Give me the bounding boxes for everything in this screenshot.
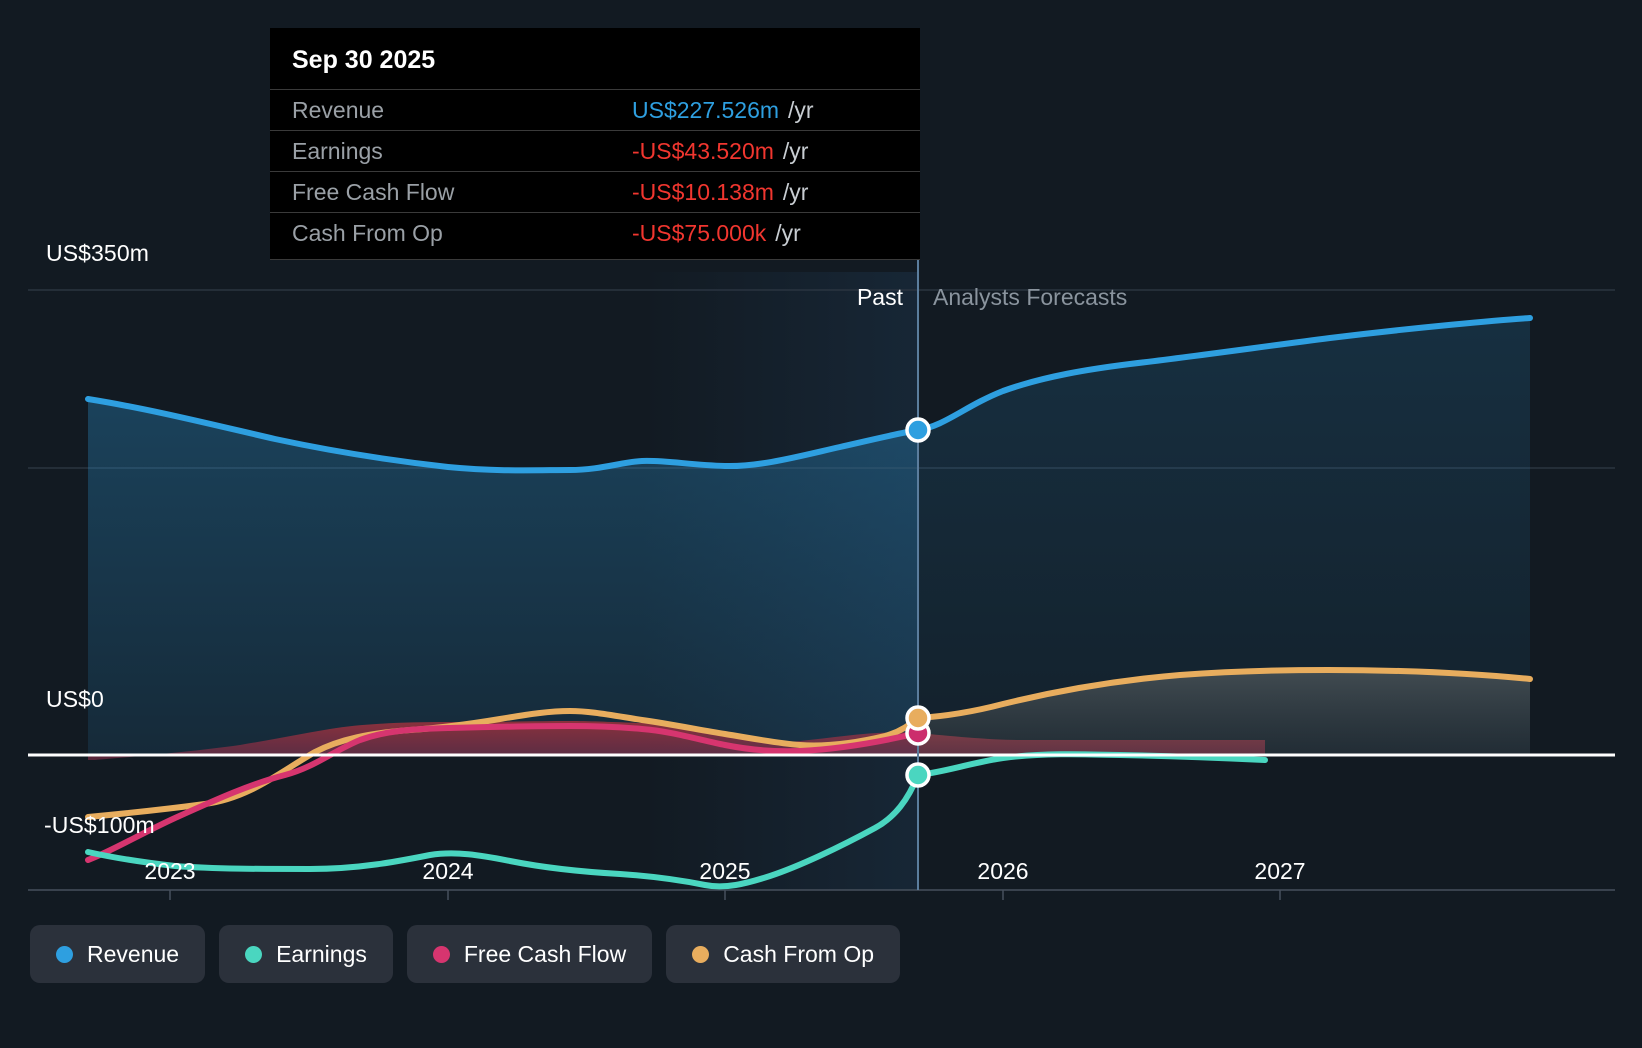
x-axis-ticks (169, 890, 1281, 900)
x-axis-label-2024: 2024 (422, 858, 474, 884)
freecashflow-line (85, 723, 921, 863)
tooltip-row-cash-from-op: Cash From Op -US$75.000k /yr (270, 212, 920, 253)
chart-legend: Revenue Earnings Free Cash Flow Cash Fro… (30, 925, 901, 983)
legend-label-free-cash-flow: Free Cash Flow (463, 940, 627, 967)
past-band-label: Past (856, 284, 903, 310)
y-axis-label-zero: US$0 (46, 686, 104, 712)
legend-item-revenue[interactable]: Revenue (30, 925, 206, 983)
forecast-band-label: Analysts Forecasts (933, 284, 1128, 310)
tooltip-label-earnings: Earnings (292, 137, 383, 164)
tooltip-unit-cash-from-op: /yr (775, 219, 801, 246)
legend-dot-cash-from-op (692, 945, 710, 963)
y-axis-label-top: US$350m (46, 240, 149, 266)
tooltip-label-cash-from-op: Cash From Op (292, 219, 443, 246)
revenue-area-past (88, 399, 918, 755)
legend-label-earnings: Earnings (276, 940, 367, 967)
revenue-area-forecast (918, 318, 1530, 755)
tooltip-title: Sep 30 2025 (292, 46, 436, 74)
tooltip-row-free-cash-flow: Free Cash Flow -US$10.138m /yr (270, 171, 920, 212)
tooltip-value-earnings: -US$43.520m (632, 137, 774, 164)
tooltip-footer-divider (270, 259, 920, 260)
legend-label-cash-from-op: Cash From Op (723, 940, 875, 967)
tooltip-row-earnings: Earnings -US$43.520m /yr (270, 130, 920, 171)
x-axis-label-2027: 2027 (1254, 858, 1306, 884)
x-axis-label-2025: 2025 (699, 858, 751, 884)
revenue-marker (905, 417, 931, 443)
legend-item-earnings[interactable]: Earnings (219, 925, 393, 983)
legend-dot-free-cash-flow (432, 945, 450, 963)
tooltip-value-cash-from-op: -US$75.000k (632, 219, 767, 246)
legend-dot-revenue (56, 945, 73, 963)
legend-dot-earnings (245, 945, 263, 963)
tooltip-value-revenue: US$227.526m (632, 96, 780, 123)
legend-label-revenue: Revenue (87, 940, 180, 967)
tooltip-row-revenue: Revenue US$227.526m /yr (270, 89, 920, 130)
cashfromop-marker (905, 705, 931, 731)
y-axis-label-bottom: -US$100m (44, 812, 155, 838)
earnings-line-past (85, 772, 921, 890)
legend-item-cash-from-op[interactable]: Cash From Op (666, 925, 901, 983)
tooltip-unit-free-cash-flow: /yr (782, 178, 809, 205)
data-tooltip: Sep 30 2025 Revenue US$227.526m /yr Earn… (270, 28, 920, 260)
x-axis-label-2026: 2026 (977, 858, 1029, 884)
legend-item-free-cash-flow[interactable]: Free Cash Flow (406, 925, 653, 983)
tooltip-value-free-cash-flow: -US$10.138m (632, 178, 774, 205)
revenue-line-past (85, 396, 921, 474)
tooltip-unit-earnings: /yr (782, 137, 809, 164)
tooltip-label-free-cash-flow: Free Cash Flow (292, 178, 455, 205)
revenue-line-forecast (915, 315, 1533, 433)
cashfromop-line-forecast (915, 667, 1533, 721)
tooltip-label-revenue: Revenue (292, 96, 385, 123)
earnings-marker (905, 762, 931, 788)
x-axis-label-2023: 2023 (144, 858, 196, 884)
tooltip-unit-revenue: /yr (788, 96, 814, 123)
